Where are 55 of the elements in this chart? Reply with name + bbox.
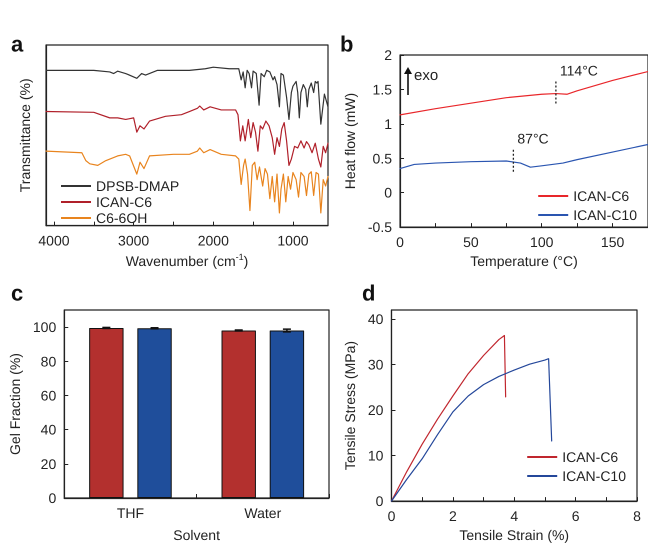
y-tick-label: 10: [368, 448, 384, 464]
annotation: exo: [414, 67, 438, 84]
y-tick-label: 20: [368, 402, 384, 418]
x-tick-label: 1000: [277, 232, 309, 249]
x-tick-label: 50: [463, 234, 479, 250]
legend-label: ICAN-C10: [573, 207, 638, 223]
x-axis-title: Solvent: [173, 527, 220, 543]
legend-label: ICAN-C10: [562, 468, 626, 484]
x-tick-label: 0: [396, 234, 404, 250]
legend-label: DPSB-DMAP: [96, 178, 180, 194]
y-tick-label: 0: [384, 184, 392, 201]
line-series: [390, 358, 552, 502]
y-axis-title: Heat flow (mW): [342, 92, 358, 190]
y-axis-title: Transmittance (%): [17, 78, 33, 192]
line-series: [399, 144, 648, 170]
x-axis-title: Tensile Strain (%): [459, 527, 570, 543]
x-tick-label: 4000: [38, 232, 70, 249]
y-axis-title: Gel Fraction (%): [7, 353, 23, 455]
y-tick-label: 30: [368, 356, 384, 373]
legend-label: ICAN-C6: [562, 449, 618, 465]
line-series: [390, 334, 506, 502]
y-tick-label: 100: [32, 319, 56, 336]
x-tick-label: 8: [633, 508, 642, 524]
y-tick-label: 0: [376, 493, 384, 510]
x-tick-label: 100: [530, 234, 554, 250]
y-tick-label: 80: [40, 353, 56, 370]
y-tick-label: 40: [40, 422, 56, 438]
y-tick-label: 0.5: [372, 150, 392, 166]
y-tick-label: 40: [368, 311, 384, 328]
chart-title: a: [11, 32, 24, 56]
x-tick-label: 2: [448, 508, 457, 524]
y-tick-label: -0.5: [368, 219, 392, 236]
annotation: 114°C: [560, 62, 598, 79]
x-tick-label: 150: [600, 234, 624, 250]
x-tick-label: 2000: [198, 232, 230, 249]
x-tick-label: 6: [572, 508, 580, 524]
legend-label: ICAN-C6: [573, 188, 630, 204]
x-tick-label: THF: [116, 505, 144, 521]
chart-title: d: [362, 280, 376, 306]
chart-title: b: [340, 32, 354, 56]
y-tick-label: 20: [40, 456, 56, 472]
y-tick-label: 1.5: [372, 81, 392, 98]
chart-title: c: [11, 280, 24, 306]
x-tick-label: 4: [510, 508, 518, 524]
y-axis-title: Tensile Stress (MPa): [342, 340, 358, 470]
y-tick-label: 1: [384, 116, 392, 132]
y-tick-label: 2: [384, 47, 392, 63]
y-tick-label: 60: [40, 387, 56, 404]
x-tick-label: 3000: [118, 232, 150, 249]
x-tick-label: Water: [244, 505, 282, 521]
annotation: 87°C: [517, 130, 549, 147]
legend-label: C6-6OH: [96, 210, 148, 226]
x-axis-title: Temperature (°C): [470, 253, 578, 269]
y-tick-label: 0: [48, 490, 56, 506]
legend-label: ICAN-C6: [96, 194, 152, 210]
